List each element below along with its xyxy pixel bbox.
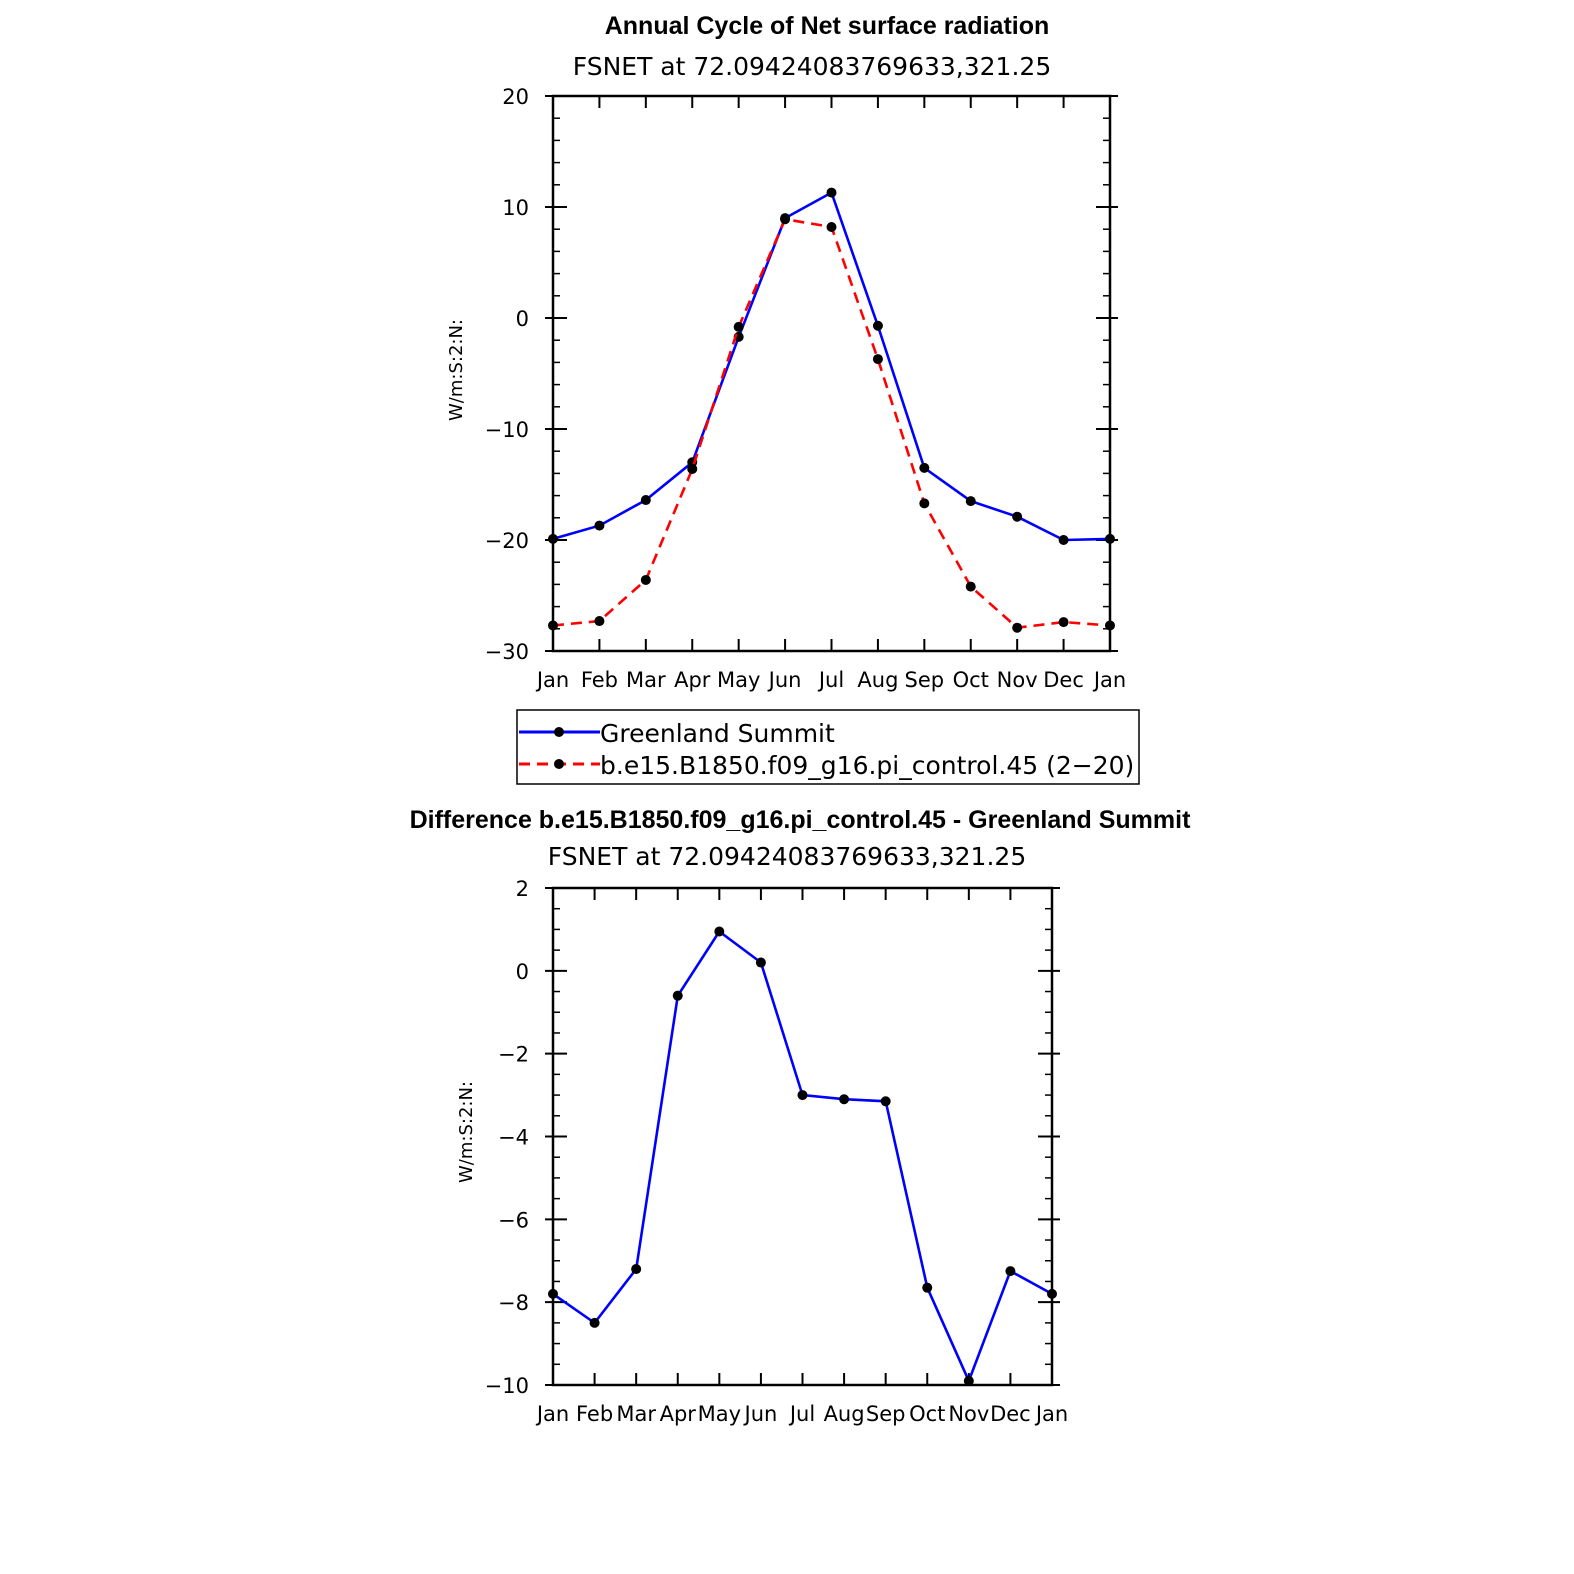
series-0-point bbox=[589, 1317, 600, 1328]
series-0-point bbox=[1058, 535, 1069, 545]
x-tick-label: Oct bbox=[909, 1402, 945, 1426]
y-tick-label: 10 bbox=[502, 196, 529, 220]
plot-frame bbox=[551, 94, 1112, 653]
series-1-point bbox=[872, 354, 883, 365]
x-tick-label: Apr bbox=[660, 1402, 697, 1426]
plot-frame bbox=[551, 886, 1054, 1387]
x-tick-label: Jan bbox=[1034, 1402, 1068, 1426]
series-0-point bbox=[631, 1264, 642, 1275]
series-0-point bbox=[672, 990, 683, 1001]
x-tick-label: Aug bbox=[857, 668, 898, 692]
y-tick-label: 20 bbox=[502, 85, 529, 109]
series-1-point bbox=[1012, 622, 1023, 633]
x-tick-label: Sep bbox=[905, 668, 945, 692]
y-tick-label: −2 bbox=[498, 1043, 529, 1067]
x-tick-label: Sep bbox=[866, 1402, 906, 1426]
x-tick-label: Jul bbox=[788, 1402, 815, 1426]
x-tick-label: Nov bbox=[948, 1402, 989, 1426]
series-0-point bbox=[797, 1090, 808, 1101]
series-line-1 bbox=[552, 217, 1111, 630]
legend-marker-model bbox=[554, 759, 564, 769]
annual-cycle-chart: Annual Cycle of Net surface radiation FS… bbox=[446, 12, 1140, 785]
axes: Jan Feb Mar Apr May Jun Jul Aug Sep Oct Nov Dec Jan 2… bbox=[485, 85, 1127, 692]
series-0-point bbox=[1005, 1266, 1016, 1277]
series-1-point bbox=[826, 221, 837, 232]
y-tick-label: 0 bbox=[516, 960, 529, 984]
series-0-point bbox=[839, 1094, 850, 1105]
x-tick-label: Mar bbox=[626, 668, 666, 692]
difference-chart: Difference b.e15.B1850.f09_g16.pi_contro… bbox=[410, 806, 1192, 1426]
series-0-point bbox=[548, 1288, 558, 1299]
series-0-point bbox=[1047, 1288, 1057, 1299]
series-1-point bbox=[1105, 620, 1115, 631]
y-tick-label: −6 bbox=[498, 1208, 529, 1232]
y-tick-label: −4 bbox=[498, 1126, 529, 1150]
series-0-point bbox=[714, 926, 725, 937]
x-tick-label: May bbox=[717, 668, 760, 692]
series-1-point bbox=[548, 620, 558, 631]
series-0-point bbox=[919, 462, 930, 473]
series-0-point bbox=[826, 187, 837, 198]
chart-subtitle: FSNET at 72.09424083769633,321.25 bbox=[573, 52, 1051, 81]
x-tick-label: Apr bbox=[674, 668, 711, 692]
x-tick-label: Dec bbox=[990, 1402, 1031, 1426]
series-1-point bbox=[919, 498, 930, 509]
x-tick-label: Jun bbox=[767, 668, 802, 692]
legend-label-model: b.e15.B1850.f09_g16.pi_control.45 (2−20) bbox=[600, 751, 1134, 780]
series-0-point bbox=[1105, 533, 1115, 544]
series-0-point bbox=[594, 520, 605, 531]
series-0-point bbox=[880, 1096, 891, 1107]
x-tick-label: Jan bbox=[535, 668, 569, 692]
series-1-point bbox=[640, 574, 651, 585]
y-tick-label: −20 bbox=[485, 529, 529, 553]
series-1-point bbox=[1058, 617, 1069, 628]
series-line-0 bbox=[552, 190, 1111, 542]
y-tick-label: −30 bbox=[485, 640, 529, 664]
series-1-point bbox=[687, 463, 698, 474]
x-tick-label: Dec bbox=[1043, 668, 1084, 692]
y-tick-label: −8 bbox=[498, 1291, 529, 1315]
series-0-point bbox=[872, 320, 883, 331]
series-1-point bbox=[780, 214, 791, 225]
x-tick-label: Feb bbox=[576, 1402, 613, 1426]
series-1-point bbox=[594, 616, 605, 627]
axes: Jan Feb Mar Apr May Jun Jul Aug Sep Oct Nov Dec Jan2… bbox=[485, 877, 1069, 1426]
x-tick-label: Jun bbox=[743, 1402, 778, 1426]
y-tick-label: 0 bbox=[516, 307, 529, 331]
x-tick-label: Jul bbox=[817, 668, 844, 692]
series-0-point bbox=[963, 1375, 974, 1386]
series-line-0 bbox=[552, 929, 1053, 1385]
chart-subtitle: FSNET at 72.09424083769633,321.25 bbox=[548, 842, 1026, 871]
x-tick-label: Feb bbox=[581, 668, 618, 692]
series-0-point bbox=[548, 533, 558, 544]
x-tick-label: Jan bbox=[535, 1402, 569, 1426]
series-0-point bbox=[922, 1282, 933, 1293]
legend: Greenland Summit b.e15.B1850.f09_g16.pi_… bbox=[516, 709, 1140, 785]
series-1-point bbox=[965, 581, 976, 592]
legend-label-greenland: Greenland Summit bbox=[600, 719, 835, 748]
legend-marker-greenland bbox=[554, 727, 564, 737]
y-tick-label: −10 bbox=[485, 418, 529, 442]
x-tick-label: Mar bbox=[616, 1402, 656, 1426]
x-tick-label: Aug bbox=[824, 1402, 865, 1426]
series-0-point bbox=[755, 957, 766, 968]
legend-box bbox=[516, 709, 1140, 785]
x-tick-label: Nov bbox=[997, 668, 1038, 692]
chart-title: Difference b.e15.B1850.f09_g16.pi_contro… bbox=[410, 806, 1192, 834]
plot-area bbox=[548, 187, 1115, 633]
y-axis-label: W/m:S:2:N: bbox=[446, 319, 467, 421]
chart-title: Annual Cycle of Net surface radiation bbox=[605, 12, 1050, 40]
series-0-point bbox=[965, 496, 976, 507]
series-1-point bbox=[733, 321, 744, 332]
x-tick-label: Oct bbox=[953, 668, 989, 692]
y-tick-label: −10 bbox=[485, 1374, 529, 1398]
x-tick-label: Jan bbox=[1092, 668, 1126, 692]
series-0-point bbox=[640, 495, 651, 506]
x-tick-label: May bbox=[698, 1402, 741, 1426]
y-axis-label: W/m:S:2:N: bbox=[456, 1081, 477, 1183]
y-tick-label: 2 bbox=[516, 877, 529, 901]
plot-area bbox=[548, 926, 1057, 1386]
series-0-point bbox=[1012, 511, 1023, 522]
